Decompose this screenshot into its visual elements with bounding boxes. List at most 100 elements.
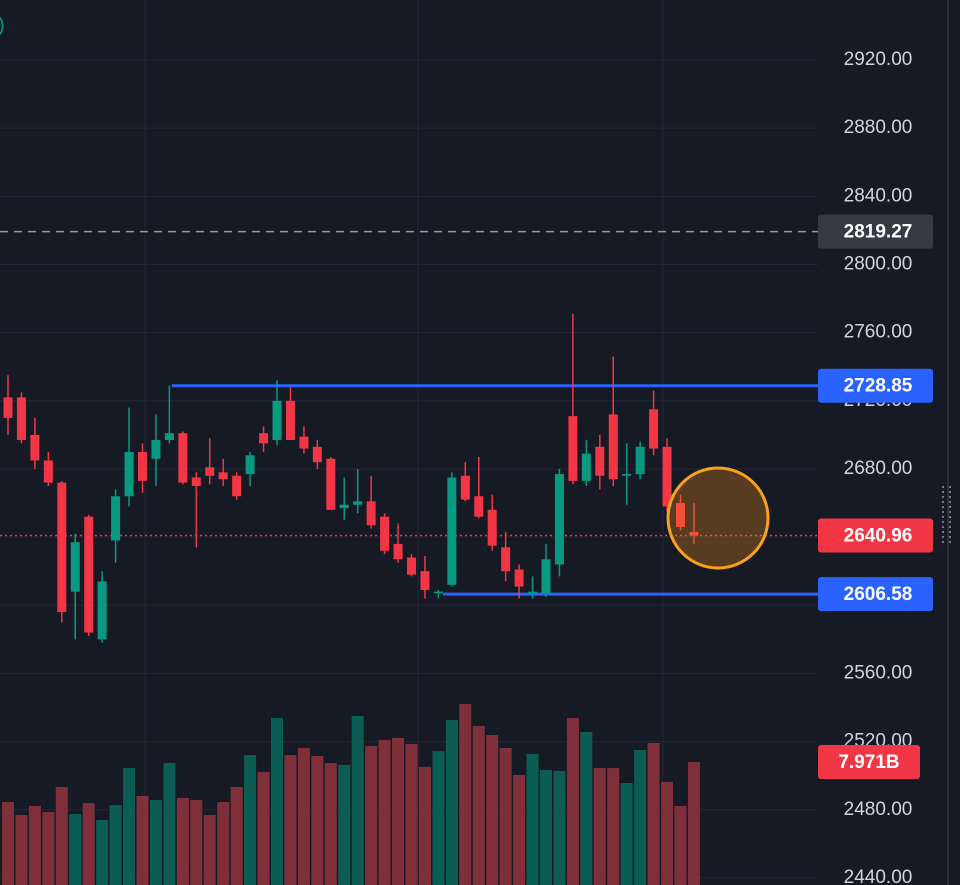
volume-bar [190, 799, 203, 885]
volume-bar [96, 820, 109, 885]
candle-body [366, 501, 376, 526]
candle-body [70, 542, 80, 592]
candle-body [16, 397, 26, 440]
volume-bar [271, 718, 283, 885]
candle-body [393, 543, 403, 560]
volume-bar [553, 770, 566, 885]
y-tick-label: 2560.00 [844, 662, 913, 683]
candle-body [460, 475, 470, 500]
candle-body [138, 451, 147, 481]
volume-bar [445, 720, 458, 885]
candle-body [299, 436, 309, 449]
volume-bar [365, 745, 378, 885]
volume-bar [418, 766, 431, 885]
candle-body [662, 446, 672, 507]
candle-body [595, 446, 605, 476]
y-tick-label: 2920.00 [844, 49, 913, 70]
price-box-label: 2728.85 [844, 376, 913, 397]
candle-body [272, 400, 282, 440]
volume-bar [378, 739, 391, 885]
volume-bar [338, 764, 351, 885]
volume-bar [311, 755, 324, 885]
volume-bar [15, 814, 28, 885]
volume-bar [674, 805, 687, 885]
candle-body [433, 591, 443, 594]
volume-bar [82, 803, 95, 885]
volume-bar [392, 737, 405, 885]
price-box-label: 2819.27 [844, 222, 913, 243]
y-tick-label: 2680.00 [844, 458, 913, 479]
candle-body [689, 532, 699, 536]
price-box [818, 214, 933, 249]
price-box [818, 368, 933, 403]
candle-body [353, 501, 363, 505]
volume-bar [499, 747, 512, 885]
candle-body [164, 433, 174, 440]
grid [0, 0, 818, 885]
volume-bar [149, 799, 162, 885]
volume-bar [526, 753, 539, 885]
volume-layer [2, 703, 700, 885]
candle-body [447, 477, 457, 585]
candle-body [259, 433, 269, 444]
candle-body [43, 460, 53, 483]
candle-body [3, 397, 13, 418]
volume-bar [42, 812, 55, 885]
candle-body [232, 475, 242, 497]
candle-body [218, 472, 228, 480]
candle-body [326, 458, 336, 510]
y-tick-label: 2800.00 [844, 253, 913, 274]
price-box-label: 2606.58 [844, 584, 913, 605]
volume-bar [607, 768, 620, 885]
resize-handle[interactable] [942, 486, 951, 546]
y-tick-label: 2880.00 [844, 117, 913, 138]
volume-bar [661, 781, 674, 885]
candle-body [676, 503, 685, 527]
volume-bar [580, 731, 593, 885]
level-lines [0, 230, 820, 596]
volume-bar [647, 743, 660, 885]
volume-bar [432, 751, 445, 885]
volume-bar [136, 795, 149, 885]
volume-bar [176, 797, 189, 885]
highlight-circle [666, 466, 770, 570]
y-tick-label: 2440.00 [844, 867, 913, 885]
price-boxes: 2819.27 2728.85 2640.96 2606.58 7.971B [818, 214, 933, 779]
volume-bar [69, 814, 82, 885]
volume-bar [324, 762, 337, 885]
volume-bar [540, 770, 552, 885]
volume-bar [55, 787, 68, 885]
y-tick-label: 2840.00 [844, 185, 913, 206]
volume-bar [351, 716, 364, 885]
y-tick-label: 2480.00 [844, 799, 913, 820]
candle-body [420, 571, 430, 590]
price-scale [818, 0, 948, 885]
candle-body [474, 496, 484, 517]
candle-body [57, 482, 67, 613]
candles [3, 313, 699, 643]
y-tick-label: 2760.00 [844, 322, 913, 343]
candle-body [649, 409, 659, 449]
candle-body [487, 509, 497, 546]
volume-bar [284, 755, 297, 885]
candle-body [528, 591, 538, 594]
candle-body [407, 557, 416, 575]
volume-bar [123, 768, 136, 885]
volume-bar [109, 805, 122, 885]
volume-bar [486, 735, 499, 885]
candle-body [635, 446, 645, 475]
price-box-label: 2640.96 [844, 526, 913, 547]
candle-body [205, 467, 215, 476]
candle-body [245, 455, 255, 475]
volume-bar [203, 814, 216, 885]
candle-body [554, 474, 564, 565]
volume-bar [405, 743, 418, 885]
volume-bar [459, 703, 472, 885]
volume-bar [620, 782, 633, 885]
candle-body [339, 504, 349, 509]
candle-body [541, 559, 551, 594]
price-box [818, 518, 933, 553]
candle-body [191, 477, 201, 487]
